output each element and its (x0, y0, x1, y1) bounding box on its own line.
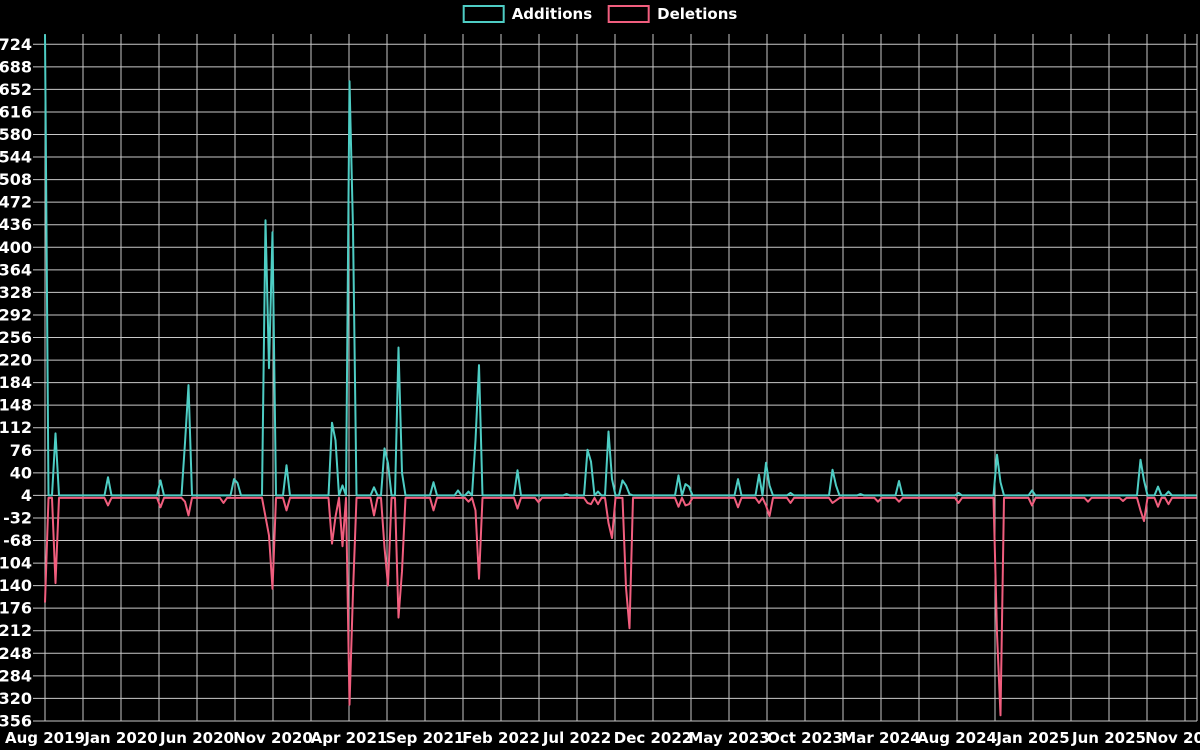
y-tick-label: 220 (0, 351, 32, 370)
y-tick-label: 652 (0, 80, 32, 99)
y-axis-labels: 724 688 652 616 580 544 508 472 436 400 364 328 292 2… (0, 35, 32, 731)
y-tick-label: -356 (0, 711, 32, 730)
y-tick-label: 436 (0, 215, 32, 234)
y-tick-label: 724 (0, 35, 32, 54)
x-tick-label: Nov 2020 (233, 729, 313, 747)
y-tick-label: -212 (0, 621, 32, 640)
x-tick-label: Sep 2021 (386, 729, 465, 747)
y-tick-label: -68 (3, 531, 32, 550)
y-tick-label: 364 (0, 260, 32, 279)
y-tick-label: 400 (0, 238, 32, 257)
y-tick-label: -104 (0, 554, 32, 573)
y-tick-label: 472 (0, 193, 32, 212)
x-tick-label: Jun 2020 (159, 729, 234, 747)
y-tick-label: 184 (0, 373, 32, 392)
x-tick-label: Dec 2022 (614, 729, 693, 747)
y-tick-label: 76 (10, 441, 32, 460)
y-tick-label: 4 (21, 486, 32, 505)
y-tick-label: -248 (0, 644, 32, 663)
x-tick-label: Aug 2019 (5, 729, 85, 747)
y-tick-label: 292 (0, 305, 32, 324)
x-tick-label: Oct 2023 (767, 729, 843, 747)
additions-line (44, 34, 1197, 497)
legend-deletions-label: Deletions (657, 5, 738, 23)
x-tick-label: Aug 2024 (917, 729, 997, 747)
x-tick-label: Nov 2025 (1145, 729, 1200, 747)
y-tick-label: 148 (0, 396, 32, 415)
legend: Additions Deletions (462, 5, 737, 23)
y-tick-label: -320 (0, 689, 32, 708)
legend-item-additions[interactable]: Additions (462, 5, 593, 23)
x-tick-label: Jul 2022 (542, 729, 611, 747)
y-tick-label: -176 (0, 599, 32, 618)
gridlines (33, 34, 1198, 722)
legend-additions-label: Additions (511, 5, 593, 23)
additions-swatch-icon (462, 5, 505, 23)
y-tick-label: 508 (0, 170, 32, 189)
y-tick-label: 112 (0, 418, 32, 437)
x-tick-label: Jun 2025 (1071, 729, 1146, 747)
y-tick-label: 544 (0, 148, 32, 167)
deletions-line (44, 496, 1197, 717)
legend-item-deletions[interactable]: Deletions (608, 5, 737, 23)
x-tick-label: May 2023 (688, 729, 769, 747)
x-tick-label: Apr 2021 (311, 729, 388, 747)
y-tick-label: 256 (0, 328, 32, 347)
deletions-swatch-icon (608, 5, 651, 23)
x-tick-label: Feb 2022 (462, 729, 540, 747)
y-tick-label: 616 (0, 102, 32, 121)
y-tick-label: 328 (0, 283, 32, 302)
y-tick-label: -140 (0, 576, 32, 595)
y-tick-label: -32 (3, 508, 32, 527)
y-tick-label: 580 (0, 125, 32, 144)
x-tick-label: Mar 2024 (841, 729, 920, 747)
x-tick-label: Jan 2025 (995, 729, 1069, 747)
y-tick-label: 688 (0, 57, 32, 76)
x-tick-label: Jan 2020 (83, 729, 157, 747)
y-tick-label: 40 (10, 463, 32, 482)
y-tick-label: -284 (0, 666, 32, 685)
